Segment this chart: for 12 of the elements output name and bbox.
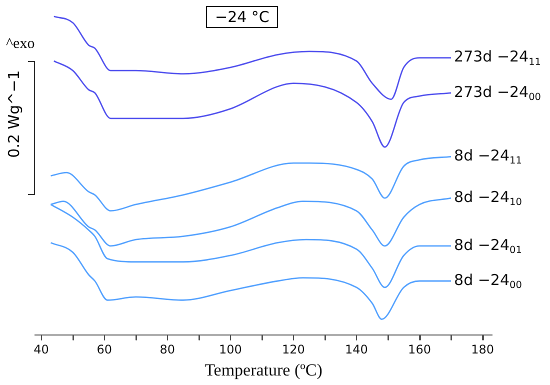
chart-title: −24 °C xyxy=(206,6,278,28)
x-tick-label: 120 xyxy=(282,342,305,357)
x-tick-label: 140 xyxy=(345,342,368,357)
x-tick-label: 40 xyxy=(34,342,49,357)
x-tick-label: 100 xyxy=(218,342,242,357)
x-tick-label: 180 xyxy=(471,342,494,357)
x-axis-title: Temperature (ºC) xyxy=(204,360,322,380)
y-axis-title: 0.2 Wg^−1 xyxy=(5,69,23,160)
x-tick-label: 160 xyxy=(408,342,431,357)
x-tick-label: 80 xyxy=(160,342,176,357)
text: ^exo xyxy=(6,36,35,53)
x-tick-label: 60 xyxy=(96,342,112,357)
